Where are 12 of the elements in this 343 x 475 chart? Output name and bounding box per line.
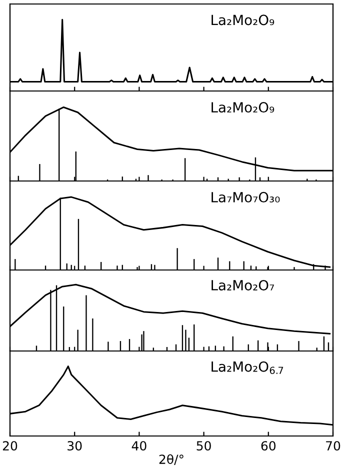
x-tick-label: 40 — [132, 441, 146, 451]
x-tick-label: 20 — [2, 441, 18, 451]
x-tick-label: 30 — [68, 441, 82, 451]
annotation: La₇Mo₇O₃₀ — [212, 192, 280, 202]
x-tick-label: 50 — [196, 441, 211, 451]
x-tick-label: 60 — [261, 441, 276, 451]
annotation: La₂Mo₂O₉ — [212, 102, 274, 113]
x-axis-title: 2θ/° — [159, 454, 184, 466]
annotation: La₂Mo₂O₇ — [212, 280, 274, 290]
annotation: La₂Mo₂O₉ — [212, 14, 274, 26]
x-tick-label: 70 — [326, 441, 340, 451]
annotation: La₂Mo₂O$_{6.7}$ — [212, 361, 284, 374]
